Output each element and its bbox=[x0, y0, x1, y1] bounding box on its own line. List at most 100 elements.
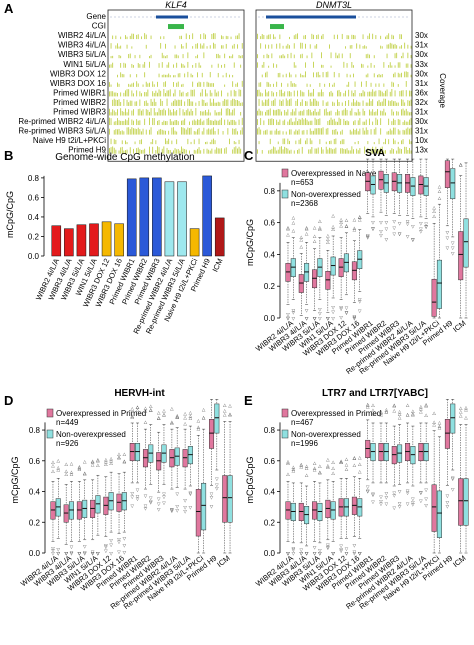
outlier: ▽ bbox=[313, 551, 317, 556]
outlier: △ bbox=[366, 402, 370, 407]
methylation-track-bar bbox=[396, 150, 398, 154]
methylation-track-bar bbox=[125, 63, 126, 68]
methylation-track-bar bbox=[232, 149, 234, 154]
methylation-track-bar bbox=[351, 44, 353, 49]
methylation-track-bar bbox=[402, 139, 404, 145]
outlier: ▽ bbox=[331, 310, 335, 315]
methylation-track-bar bbox=[257, 149, 258, 154]
methylation-track-bar bbox=[333, 129, 335, 135]
methylation-track-bar bbox=[375, 35, 377, 40]
methylation-track-bar bbox=[359, 102, 361, 106]
methylation-track-bar bbox=[152, 81, 154, 87]
methylation-track-bar bbox=[198, 101, 200, 106]
methylation-track-bar bbox=[155, 90, 157, 97]
methylation-track-bar bbox=[197, 119, 198, 126]
methylation-track-bar bbox=[367, 91, 369, 97]
methylation-track-bar bbox=[120, 45, 122, 49]
methylation-track-bar bbox=[345, 46, 346, 49]
methylation-track-bar bbox=[260, 36, 262, 40]
methylation-track-bar bbox=[266, 81, 268, 87]
methylation-track-bar bbox=[361, 81, 362, 87]
methylation-track-bar bbox=[370, 91, 372, 97]
methylation-track-bar bbox=[168, 138, 170, 145]
methylation-track-bar bbox=[337, 34, 338, 40]
outlier: ▽ bbox=[379, 502, 383, 507]
methylation-track-bar bbox=[131, 100, 133, 106]
methylation-track-bar bbox=[235, 146, 237, 154]
outlier: △ bbox=[109, 456, 113, 461]
methylation-track-bar bbox=[359, 118, 361, 126]
legend-count: n=1996 bbox=[291, 439, 318, 448]
methylation-track-bar bbox=[300, 54, 302, 59]
outlier: ▽ bbox=[424, 497, 428, 502]
methylation-track-bar bbox=[327, 149, 329, 154]
methylation-track-bar bbox=[173, 121, 174, 126]
box bbox=[214, 403, 220, 434]
y-tick-label: 0.8 bbox=[29, 426, 41, 435]
methylation-track-bar bbox=[153, 108, 155, 116]
methylation-track-bar bbox=[276, 109, 278, 116]
methylation-track-bar bbox=[225, 147, 227, 154]
methylation-track-bar bbox=[399, 34, 401, 40]
methylation-track-bar bbox=[157, 112, 158, 116]
outlier: ▽ bbox=[51, 546, 55, 551]
outlier: △ bbox=[117, 455, 121, 460]
outlier: ▽ bbox=[331, 316, 335, 321]
outlier: △ bbox=[189, 410, 193, 415]
methylation-track-bar bbox=[290, 149, 292, 154]
outlier: △ bbox=[51, 463, 55, 468]
methylation-track-bar bbox=[141, 110, 142, 116]
outlier: △ bbox=[385, 407, 389, 412]
methylation-track-bar bbox=[209, 142, 211, 145]
methylation-track-bar bbox=[238, 139, 240, 145]
methylation-track-bar bbox=[144, 118, 146, 126]
methylation-track-bar bbox=[126, 142, 128, 145]
outlier: ▽ bbox=[162, 500, 166, 505]
outlier: △ bbox=[438, 196, 442, 201]
methylation-track-bar bbox=[260, 92, 262, 97]
outlier: △ bbox=[424, 402, 428, 407]
outlier: ▽ bbox=[175, 491, 179, 496]
methylation-track-bar bbox=[214, 140, 216, 145]
y-tick-label: 0.6 bbox=[28, 193, 40, 202]
methylation-track-bar bbox=[322, 34, 324, 40]
y-tick-label: 0.0 bbox=[264, 314, 276, 323]
methylation-track-bar bbox=[137, 147, 139, 154]
x-tick-label: ICM bbox=[211, 257, 225, 273]
methylation-track-bar bbox=[134, 128, 136, 135]
methylation-track-bar bbox=[120, 120, 122, 126]
methylation-track-bar bbox=[372, 121, 374, 126]
methylation-track-bar bbox=[385, 90, 386, 97]
methylation-track-bar bbox=[369, 118, 370, 126]
methylation-track-bar bbox=[179, 150, 181, 154]
methylation-track-bar bbox=[311, 92, 313, 97]
methylation-track-bar bbox=[330, 65, 332, 68]
outlier: ▽ bbox=[104, 549, 108, 554]
methylation-track-bar bbox=[311, 130, 313, 135]
outlier: △ bbox=[318, 219, 322, 224]
methylation-track-bar bbox=[372, 89, 374, 97]
methylation-track-bar bbox=[303, 75, 305, 78]
methylation-track-bar bbox=[131, 127, 133, 135]
outlier: △ bbox=[91, 459, 95, 464]
methylation-track-bar bbox=[214, 110, 216, 116]
methylation-track-bar bbox=[174, 111, 176, 116]
methylation-track-bar bbox=[356, 112, 358, 116]
outlier: ▽ bbox=[358, 297, 362, 302]
outlier: ▽ bbox=[451, 475, 455, 480]
methylation-track-bar bbox=[240, 148, 242, 154]
methylation-track-bar bbox=[410, 99, 412, 106]
methylation-track-bar bbox=[176, 109, 178, 116]
methylation-track-bar bbox=[329, 92, 330, 97]
methylation-track-bar bbox=[300, 102, 302, 106]
methylation-track-bar bbox=[213, 138, 214, 145]
methylation-track-bar bbox=[394, 101, 396, 106]
outlier: △ bbox=[313, 460, 317, 465]
outlier: △ bbox=[149, 403, 153, 408]
methylation-track-bar bbox=[193, 130, 195, 135]
outlier: ▽ bbox=[411, 237, 415, 242]
methylation-track-bar bbox=[298, 118, 300, 126]
methylation-track-bar bbox=[227, 99, 229, 106]
methylation-track-bar bbox=[195, 43, 197, 49]
outlier: ▽ bbox=[393, 219, 397, 224]
